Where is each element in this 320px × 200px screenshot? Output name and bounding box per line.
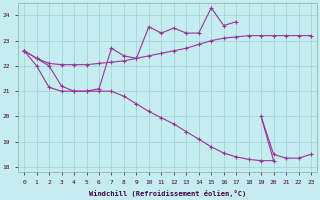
- X-axis label: Windchill (Refroidissement éolien,°C): Windchill (Refroidissement éolien,°C): [89, 190, 246, 197]
